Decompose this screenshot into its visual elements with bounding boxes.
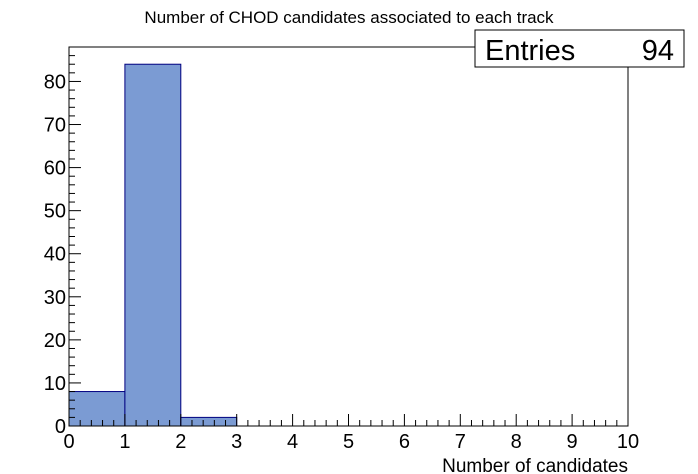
- x-tick-label: 7: [455, 431, 466, 453]
- y-tick-label: 80: [44, 71, 66, 93]
- histogram-bar: [68, 391, 126, 427]
- x-tick-label: 3: [231, 431, 242, 453]
- x-tick-label: 9: [567, 431, 578, 453]
- chart-title: Number of CHOD candidates associated to …: [144, 8, 554, 27]
- x-tick-label: 0: [63, 431, 74, 453]
- y-axis-tick-labels: 0 10 20 30 40 50 60 70 80: [44, 71, 66, 438]
- x-axis-title: Number of candidates: [442, 456, 628, 474]
- stats-box: Entries 94: [474, 29, 685, 68]
- x-tick-label: 2: [175, 431, 186, 453]
- y-tick-label: 60: [44, 158, 66, 180]
- y-tick-label: 10: [44, 373, 66, 395]
- x-tick-label: 6: [399, 431, 410, 453]
- x-tick-label: 4: [287, 431, 298, 453]
- histogram-bar: [124, 63, 182, 427]
- stats-box-frame: [474, 29, 685, 68]
- stats-entries-value: 94: [642, 35, 674, 67]
- x-tick-label: 5: [343, 431, 354, 453]
- x-tick-label: 10: [617, 431, 639, 453]
- y-tick-label: 50: [44, 201, 66, 223]
- y-tick-label: 0: [55, 416, 66, 438]
- stats-entries-label: Entries: [485, 35, 575, 67]
- y-tick-label: 70: [44, 115, 66, 137]
- x-axis-tick-labels: 0 1 2 3 4 5 6 7 8 9 10: [63, 431, 639, 453]
- y-tick-label: 20: [44, 330, 66, 352]
- y-tick-label: 30: [44, 287, 66, 309]
- x-tick-label: 8: [511, 431, 522, 453]
- histogram-bars: [68, 63, 238, 427]
- histogram-bar: [180, 416, 238, 427]
- y-axis-ticks: [69, 46, 81, 427]
- y-tick-label: 40: [44, 244, 66, 266]
- x-axis-ticks: [68, 414, 629, 426]
- x-tick-label: 1: [119, 431, 130, 453]
